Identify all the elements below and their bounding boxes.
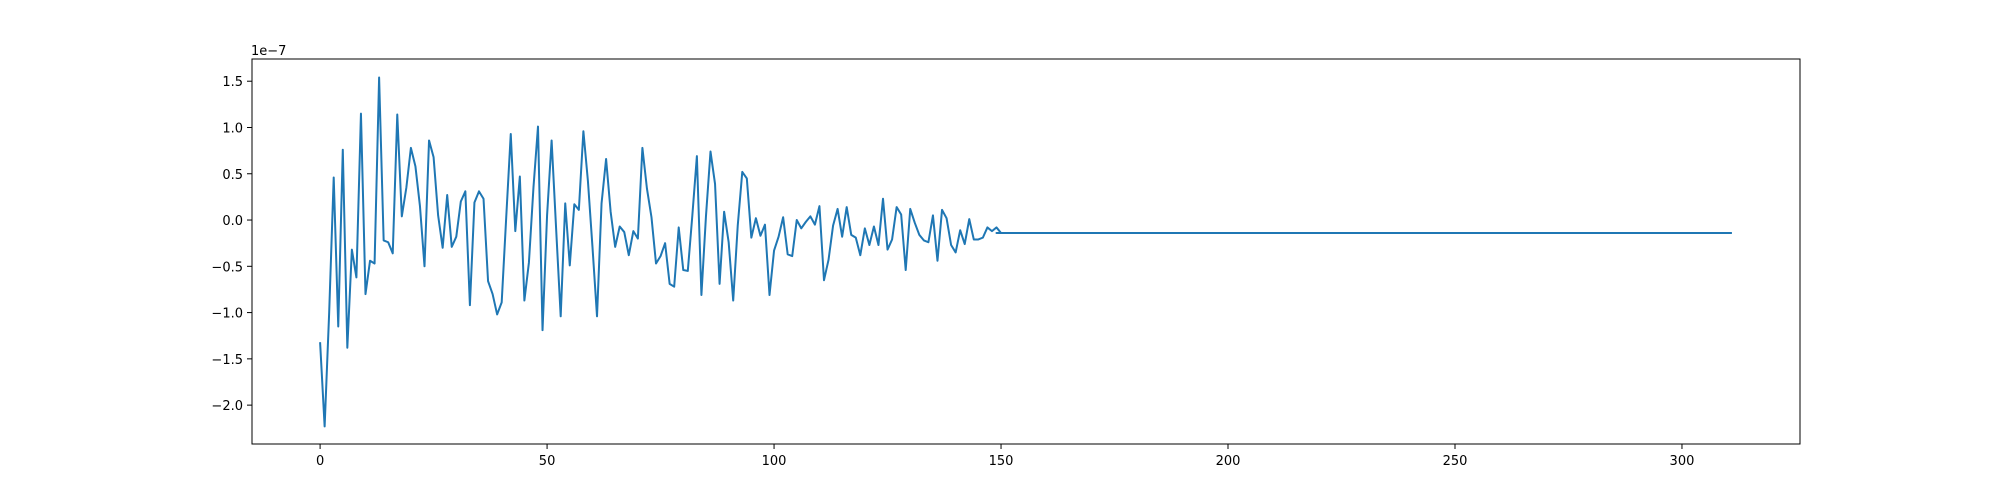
x-tick-label: 300 [1670,454,1695,469]
y-tick-label: 1.0 [222,121,243,136]
y-tick-label: 0.5 [222,168,243,183]
x-axis: 0 50 100 150 200 250 300 [316,444,1694,469]
y-tick-label: −1.5 [211,353,243,368]
y-axis-offset-label: 1e−7 [251,44,286,59]
y-tick-label: 1.5 [222,75,243,90]
x-tick-label: 150 [989,454,1014,469]
y-tick-label: 0.0 [222,214,243,229]
x-tick-label: 250 [1443,454,1468,469]
y-tick-label: −0.5 [211,260,243,275]
plot-frame [251,58,1801,445]
x-tick-label: 200 [1216,454,1241,469]
x-tick-label: 50 [539,454,556,469]
x-tick-label: 0 [316,454,324,469]
x-tick-label: 100 [762,454,787,469]
y-axis: −2.0 −1.5 −1.0 −0.5 0.0 0.5 1.0 1.5 [211,75,252,414]
y-tick-label: −1.0 [211,307,243,322]
series-line [319,76,1732,428]
plot-area [251,58,1801,445]
y-tick-label: −2.0 [211,399,243,414]
